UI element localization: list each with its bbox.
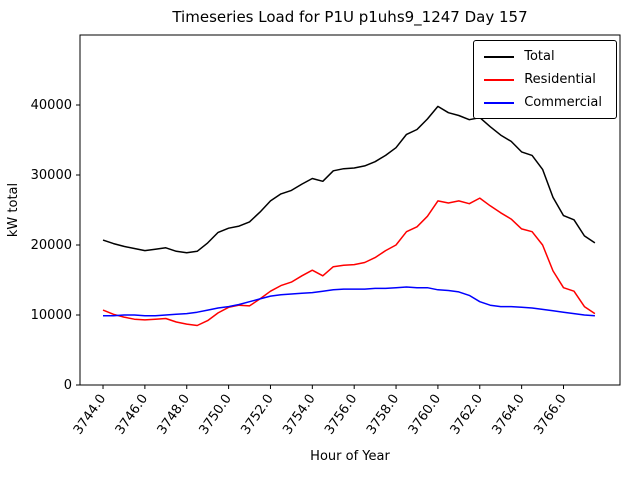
total-line <box>102 105 596 254</box>
commercial-line-swatch <box>484 101 515 104</box>
y-tick-label: 20000 <box>31 238 72 253</box>
x-tick-label: 3756.0 <box>322 392 360 438</box>
y-tick-label: 10000 <box>31 308 72 323</box>
x-tick-label: 3764.0 <box>490 392 528 438</box>
legend: Total Residential Commercial <box>473 40 617 119</box>
commercial-line <box>103 286 595 317</box>
x-tick-label: 3748.0 <box>155 392 193 438</box>
legend-item-total: Total <box>484 48 602 65</box>
x-tick-label: 3744.0 <box>71 392 109 438</box>
x-tick-label: 3746.0 <box>113 392 151 438</box>
x-tick-label: 3760.0 <box>406 392 444 438</box>
axes-frame <box>79 34 621 386</box>
x-tick-label: 3766.0 <box>531 392 569 438</box>
y-tick-label: 40000 <box>31 98 72 113</box>
chart-title: Timeseries Load for P1U p1uhs9_1247 Day … <box>171 8 527 27</box>
x-tick-label: 3762.0 <box>448 392 486 438</box>
y-axis-label: kW total <box>6 183 21 237</box>
x-tick-label: 3752.0 <box>238 392 276 438</box>
total-line-swatch <box>484 55 515 58</box>
legend-item-residential: Residential <box>484 71 602 88</box>
residential-line <box>102 197 596 327</box>
x-tick-label: 3758.0 <box>364 392 402 438</box>
legend-item-commercial: Commercial <box>484 94 602 111</box>
x-tick-label: 3750.0 <box>196 392 234 438</box>
x-tick-label: 3754.0 <box>280 392 318 438</box>
legend-label-commercial: Commercial <box>524 95 602 110</box>
x-axis-label: Hour of Year <box>310 449 390 464</box>
legend-label-residential: Residential <box>524 72 596 87</box>
y-tick-label: 30000 <box>31 168 72 183</box>
residential-line-swatch <box>484 78 515 81</box>
legend-label-total: Total <box>524 49 555 64</box>
y-tick-label: 0 <box>64 378 72 393</box>
